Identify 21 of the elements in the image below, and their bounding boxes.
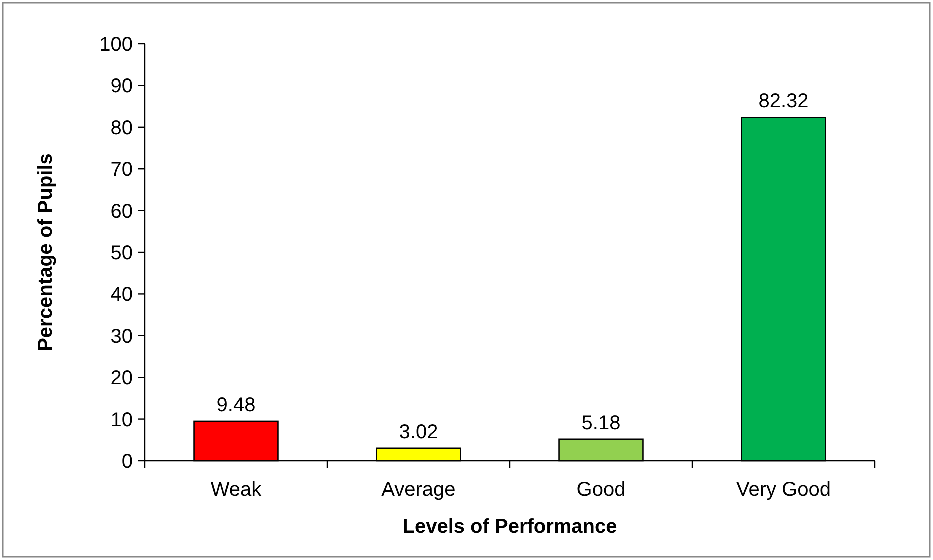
x-tick-label: Weak: [210, 479, 263, 501]
y-tick-label: 60: [110, 200, 133, 223]
y-tick-label: 50: [110, 242, 133, 264]
data-label: 82.32: [758, 90, 809, 113]
x-tick-label: Very Good: [736, 479, 832, 501]
y-tick-label: 40: [110, 284, 133, 306]
y-tick-label: 0: [122, 451, 133, 473]
y-tick-label: 10: [110, 409, 133, 432]
x-tick-label: Average: [382, 479, 456, 501]
data-label: 9.48: [216, 394, 256, 416]
y-tick-label: 80: [110, 117, 133, 140]
y-axis-title: Percentage of Pupils: [35, 154, 57, 352]
x-tick-label: Good: [576, 479, 626, 501]
data-label: 3.02: [399, 421, 438, 444]
data-label: 5.18: [582, 412, 621, 434]
x-axis-title: Levels of Performance: [402, 516, 618, 538]
y-tick-label: 90: [110, 76, 133, 98]
y-tick-label: 30: [110, 326, 133, 348]
y-tick-label: 20: [110, 368, 133, 390]
y-tick-label: 100: [100, 34, 133, 56]
y-tick-label: 70: [110, 159, 133, 182]
